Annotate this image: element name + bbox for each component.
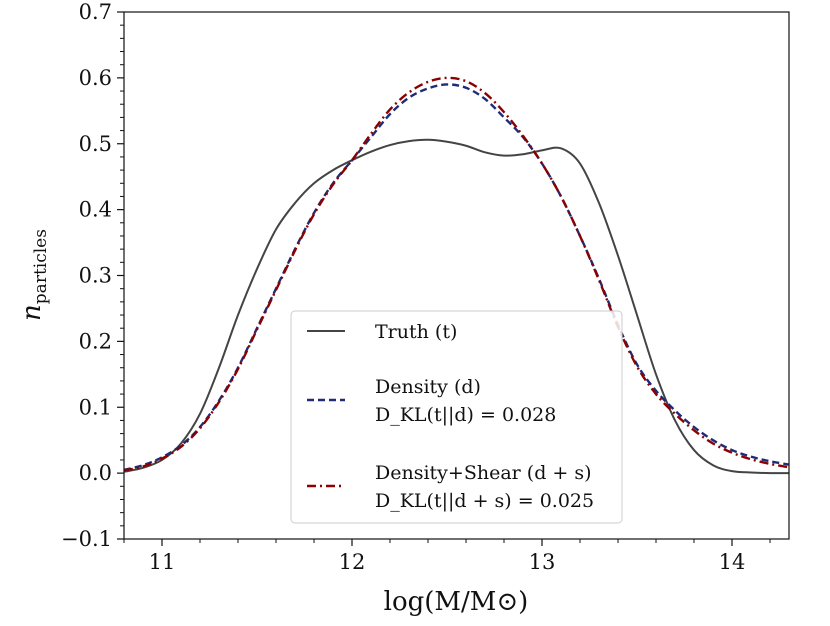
x-axis-label: log(M/M⊙) xyxy=(384,587,529,617)
y-tick-label: −0.1 xyxy=(61,527,112,551)
y-tick-label: 0.7 xyxy=(79,0,112,24)
legend: Truth (t) Density (d) D_KL(t||d) = 0.028… xyxy=(290,310,623,524)
y-tick-label: 0.0 xyxy=(79,461,112,485)
y-tick-label: 0.1 xyxy=(79,395,112,419)
y-axis-label-subscript: particles xyxy=(31,229,51,304)
legend-frame xyxy=(290,310,623,524)
legend-kl-density: D_KL(t||d) = 0.028 xyxy=(375,404,556,426)
legend-label-density-shear: Density+Shear (d + s) xyxy=(375,462,592,484)
y-tick-label: 0.4 xyxy=(79,198,112,222)
y-axis-label: n xyxy=(17,304,47,321)
legend-label-density: Density (d) xyxy=(375,376,481,398)
svg-text:nparticles: nparticles xyxy=(17,229,51,321)
x-tick-label: 14 xyxy=(719,550,746,574)
legend-kl-density-shear: D_KL(t||d + s) = 0.025 xyxy=(375,490,594,512)
y-tick-label: 0.2 xyxy=(79,329,112,353)
y-axis-label-group: nparticles xyxy=(17,229,51,321)
y-tick-label: 0.3 xyxy=(79,264,112,288)
x-tick-label: 13 xyxy=(529,550,556,574)
plot-area xyxy=(124,76,789,475)
series-line-density-shear xyxy=(124,76,789,472)
x-tick-label: 12 xyxy=(339,550,366,574)
x-tick-label: 11 xyxy=(149,550,176,574)
y-tick-label: 0.6 xyxy=(79,66,112,90)
axes: −0.1 0.0 0.1 0.2 0.3 0.4 0.5 0.6 0.7 11 12 13 14 xyxy=(61,0,790,574)
legend-label-truth: Truth (t) xyxy=(375,321,457,343)
series-line-truth xyxy=(124,138,789,475)
y-tick-label: 0.5 xyxy=(79,132,112,156)
